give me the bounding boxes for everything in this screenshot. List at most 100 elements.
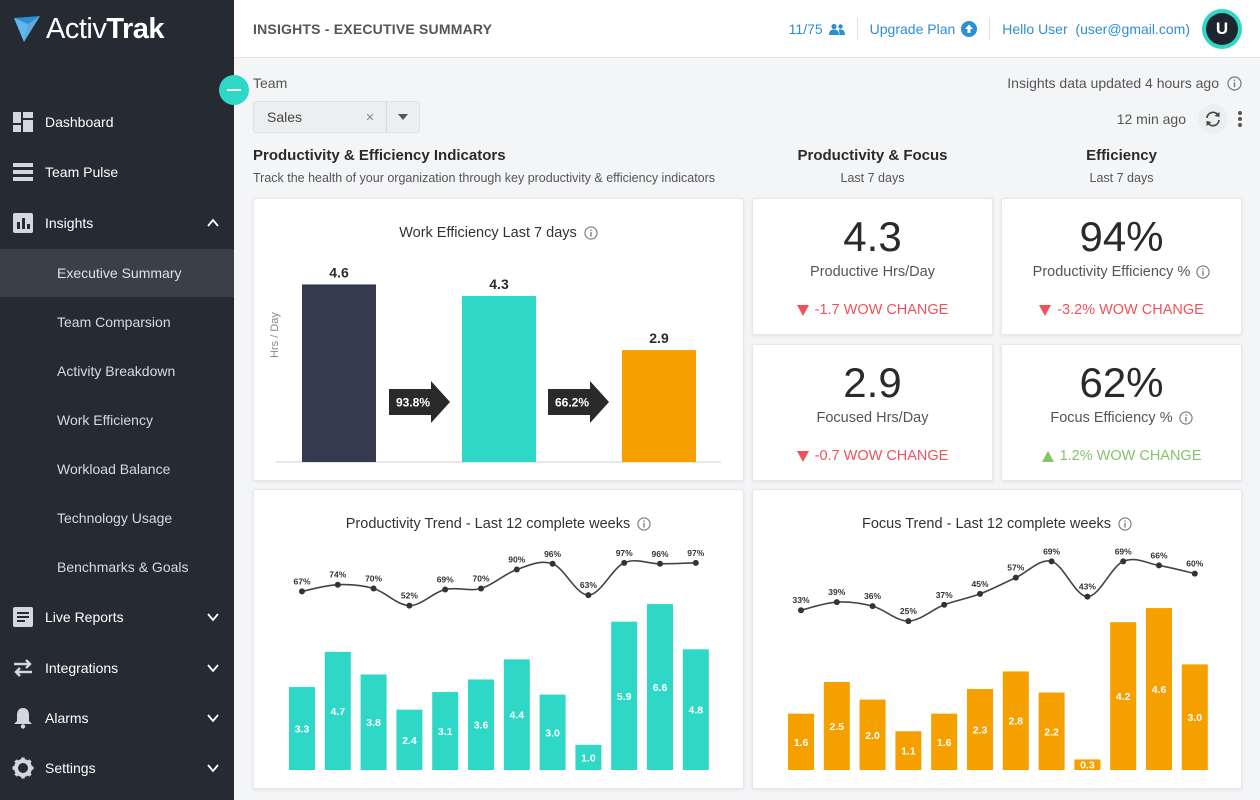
trend-point-label: 97% <box>687 548 704 558</box>
bar-value-label: 3.0 <box>545 727 560 739</box>
sidebar-subitem-executive-summary[interactable]: Executive Summary <box>0 249 234 297</box>
trend-point-label: 96% <box>651 549 668 559</box>
upgrade-plan-link[interactable]: Upgrade Plan <box>858 18 991 40</box>
bar-value-label: 3.1 <box>438 726 453 738</box>
trend-point <box>869 603 876 610</box>
trend-point-label: 36% <box>864 591 881 601</box>
sidebar-item-alarms[interactable]: Alarms <box>0 693 234 743</box>
team-pulse-icon <box>12 161 34 183</box>
bar-value-label: 4.7 <box>330 706 345 718</box>
indicators-subtitle: Track the health of your organization th… <box>253 171 716 185</box>
chart-title: Productivity Trend - Last 12 complete we… <box>254 516 743 532</box>
sidebar-item-team-pulse[interactable]: Team Pulse <box>0 147 234 197</box>
arrow-shape <box>389 381 450 423</box>
triangle-down-icon <box>796 304 809 316</box>
bar-value-label: 3.3 <box>295 724 310 736</box>
bar-value-label: 2.9 <box>649 330 669 346</box>
user-greeting[interactable]: Hello User (user@gmail.com) <box>990 21 1202 37</box>
trend-point <box>334 581 341 588</box>
sidebar-item-label: Insights <box>45 215 94 231</box>
metric-change: -3.2% WOW CHANGE <box>1002 302 1241 318</box>
trend-point <box>1048 558 1055 565</box>
trend-point-label: 97% <box>616 548 633 558</box>
trend-point-label: 66% <box>1150 550 1167 560</box>
dropdown-caret-icon[interactable] <box>387 114 419 120</box>
bar <box>575 744 602 770</box>
sidebar-subitem-technology-usage[interactable]: Technology Usage <box>57 510 173 526</box>
sidebar-item-insights[interactable]: Insights <box>0 198 234 248</box>
metric-value: 4.3 <box>843 213 902 260</box>
logo-text: ActivTrak <box>46 12 165 45</box>
sidebar-item-label: Integrations <box>45 660 119 676</box>
activtrak-logo[interactable]: ActivTrak <box>12 12 165 46</box>
bar <box>360 674 387 770</box>
avatar[interactable]: U <box>1202 9 1242 49</box>
bar <box>967 689 993 770</box>
bar-value-label: 6.6 <box>653 682 668 694</box>
bar <box>539 694 566 770</box>
sidebar-item-dashboard[interactable]: Dashboard <box>0 97 234 147</box>
bar-value-label: 5.9 <box>617 691 632 703</box>
chevron-down-icon <box>207 664 219 673</box>
bar <box>859 699 886 770</box>
trend-point <box>370 585 377 592</box>
trend-point-label: 74% <box>329 570 346 580</box>
focus-trend-chart: 1.6 2.5 2.0 1.1 1.6 2.3 2.8 2.2 0.3 4.2 4.6 3.0 33% 3… <box>788 546 1208 772</box>
sidebar-subitem-workload-balance[interactable]: Workload Balance <box>57 461 171 477</box>
team-select[interactable]: Sales × <box>253 101 420 133</box>
info-icon[interactable] <box>1196 265 1210 279</box>
sidebar-item-label: Team Pulse <box>45 164 119 180</box>
bar-value-label: 2.3 <box>973 725 988 737</box>
bell-icon <box>12 707 34 729</box>
insights-icon <box>12 212 34 234</box>
triangle-down-icon <box>796 450 809 462</box>
bar <box>823 682 850 770</box>
bar-value-label: 3.8 <box>366 717 381 729</box>
metric-value: 2.9 <box>843 359 902 406</box>
info-icon[interactable] <box>1178 411 1193 425</box>
trend-point-label: 60% <box>1186 559 1203 569</box>
sidebar-item-live-reports[interactable]: Live Reports <box>0 592 234 642</box>
clear-selection-icon[interactable]: × <box>365 108 375 126</box>
metric-card-productivity-efficiency: 94% Productivity Efficiency % -3.2% WOW … <box>1001 198 1242 335</box>
trend-point-label: 70% <box>472 574 489 584</box>
indicators-title: Productivity & Efficiency Indicators <box>253 147 506 164</box>
info-icon[interactable] <box>1118 517 1132 531</box>
bar-value-label: 1.6 <box>794 737 809 749</box>
bar <box>611 621 638 770</box>
focus-trend-card: Focus Trend - Last 12 complete weeks 1.6… <box>752 489 1242 789</box>
collapse-sidebar-button[interactable] <box>219 75 249 105</box>
productivity-focus-subtitle: Last 7 days <box>840 171 905 185</box>
bar-value-label: 4.6 <box>1152 684 1167 696</box>
more-options-icon[interactable] <box>1234 109 1246 129</box>
trend-point-label: 67% <box>293 576 310 586</box>
info-icon[interactable] <box>584 226 598 240</box>
sidebar-subitem-team-comparsion[interactable]: Team Comparsion <box>57 314 171 330</box>
live-reports-icon <box>12 606 34 628</box>
bar <box>462 296 536 462</box>
users-icon <box>828 23 845 35</box>
bar <box>1181 664 1208 770</box>
info-icon[interactable] <box>1227 75 1242 91</box>
refresh-icon <box>1206 111 1220 127</box>
upgrade-plan-text: Upgrade Plan <box>869 21 956 37</box>
trend-point <box>1012 574 1019 581</box>
seats-counter[interactable]: 11/75 <box>789 18 858 40</box>
trend-point <box>657 560 663 567</box>
sidebar-item-label: Alarms <box>45 710 89 726</box>
sidebar-subitem-benchmarks-goals[interactable]: Benchmarks & Goals <box>57 559 189 575</box>
integrations-icon <box>12 657 34 679</box>
trend-point <box>833 599 840 606</box>
sidebar-item-integrations[interactable]: Integrations <box>0 643 234 693</box>
sidebar-subitem-work-efficiency[interactable]: Work Efficiency <box>57 412 153 428</box>
chart-title: Focus Trend - Last 12 complete weeks <box>753 516 1241 532</box>
refresh-button[interactable] <box>1198 104 1228 134</box>
refresh-time: 12 min ago <box>1116 111 1186 127</box>
top-bar: INSIGHTS - EXECUTIVE SUMMARY 11/75 Upgra… <box>234 0 1260 58</box>
work-efficiency-title: Work Efficiency Last 7 days <box>399 225 577 241</box>
bar-value-label: 2.2 <box>1044 726 1059 738</box>
info-icon[interactable] <box>637 517 651 531</box>
sidebar-item-settings[interactable]: Settings <box>0 743 234 793</box>
bar-value-label: 0.3 <box>1080 760 1095 772</box>
sidebar-subitem-activity-breakdown[interactable]: Activity Breakdown <box>57 363 176 379</box>
